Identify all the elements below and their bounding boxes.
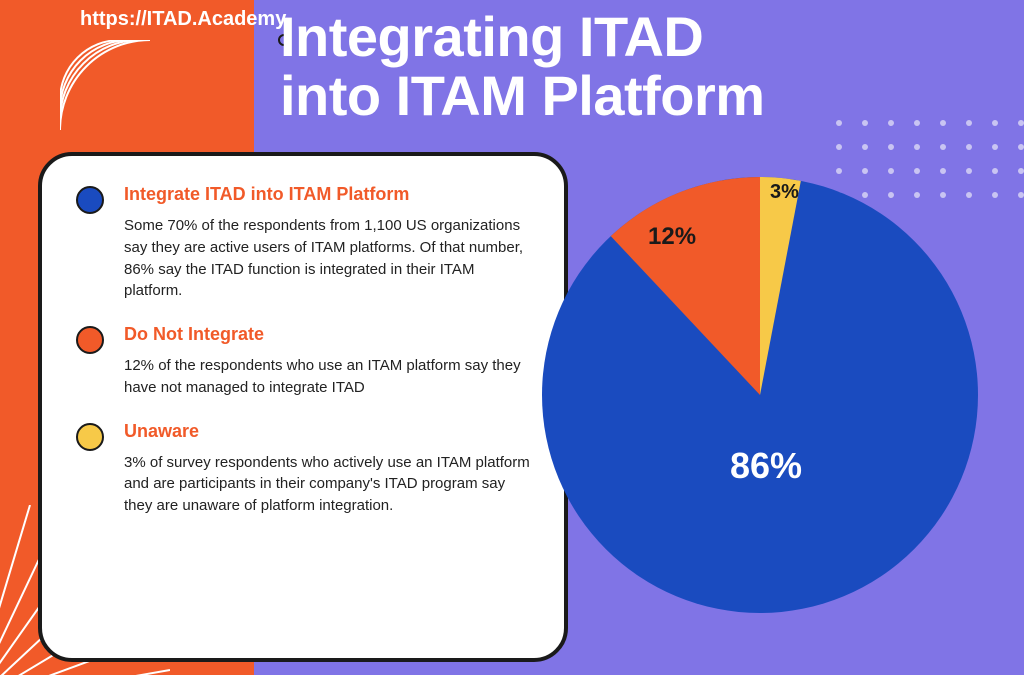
- pie-label-86: 86%: [730, 445, 802, 487]
- legend-card: Integrate ITAD into ITAM Platform Some 70…: [38, 152, 568, 662]
- legend-item: Do Not Integrate 12% of the respondents w…: [76, 324, 530, 399]
- legend-bullet-icon: [76, 326, 104, 354]
- pie-svg: [540, 175, 980, 615]
- legend-body: 12% of the respondents who use an ITAM p…: [124, 355, 530, 399]
- pie-chart: 86% 12% 3%: [540, 175, 980, 615]
- pie-label-3: 3%: [770, 181, 799, 204]
- legend-item: Unaware 3% of survey respondents who acti…: [76, 421, 530, 517]
- legend-body: 3% of survey respondents who actively us…: [124, 452, 530, 517]
- legend-bullet-icon: [76, 423, 104, 451]
- legend-title: Do Not Integrate: [124, 324, 530, 345]
- page-title: Integrating ITAD into ITAM Platform: [280, 8, 765, 126]
- legend-body: Some 70% of the respondents from 1,100 U…: [124, 215, 530, 302]
- legend-bullet-icon: [76, 186, 104, 214]
- legend-title: Integrate ITAD into ITAM Platform: [124, 184, 530, 205]
- title-line-1: Integrating ITAD: [280, 5, 703, 68]
- title-line-2: into ITAM Platform: [280, 64, 765, 127]
- pie-label-12: 12%: [648, 223, 696, 251]
- brand-url: https://ITAD.Academy: [80, 8, 286, 31]
- legend-item: Integrate ITAD into ITAM Platform Some 70…: [76, 184, 530, 302]
- infographic-canvas: https://ITAD.Academy Integrating ITAD in…: [0, 0, 1024, 675]
- legend-title: Unaware: [124, 421, 530, 442]
